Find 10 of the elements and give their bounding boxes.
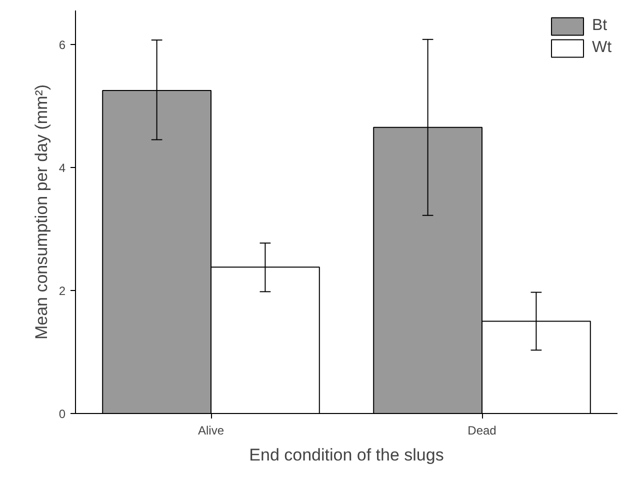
y-tick-label: 0 [58,407,66,421]
y-tick-label: 2 [58,284,66,298]
x-tick-label: Dead [468,424,496,438]
x-tick-label: Alive [198,424,224,438]
y-tick-label: 6 [58,38,66,52]
x-axis-title: End condition of the slugs [249,446,444,464]
y-axis-title: Mean consumption per day (mm²) [32,84,51,340]
legend-label: Wt [592,39,612,57]
y-tick-label: 4 [58,160,66,175]
legend-label: Bt [592,17,608,35]
